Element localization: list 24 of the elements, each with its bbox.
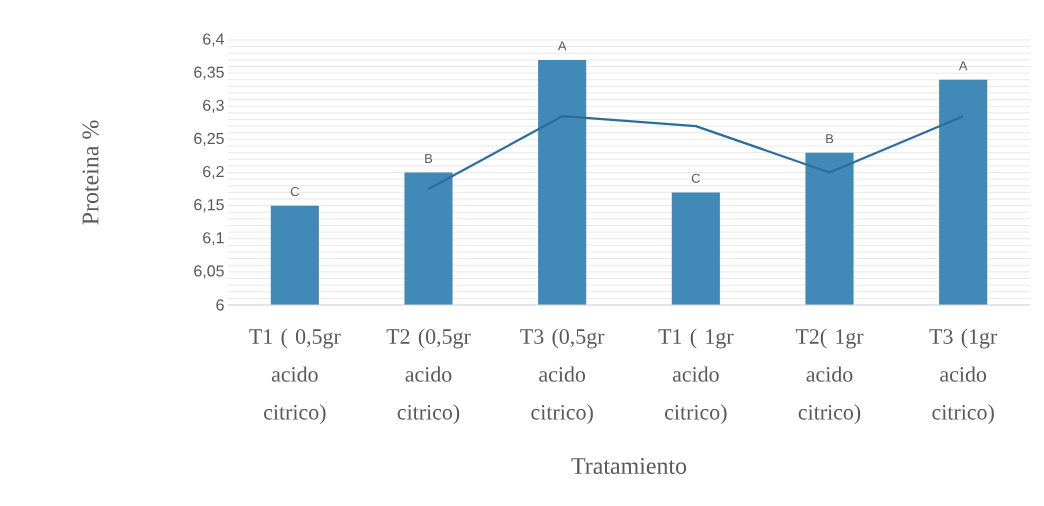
annotation: C: [691, 173, 701, 183]
y-tick-label: 6,35: [194, 66, 224, 80]
line-series: [427, 115, 965, 191]
y-tick-label: 6,15: [194, 199, 224, 213]
annotation: A: [557, 41, 567, 51]
x-tick-label: T1 ( 0,5gr acido citrico): [249, 328, 341, 425]
annotation: C: [290, 186, 300, 197]
y-tick-label: 6,1: [203, 232, 224, 246]
y-tick-label: 6,05: [194, 265, 224, 279]
x-tick-label: T2 (0,5gr acido citrico): [386, 328, 471, 425]
x-tick-label: T3 (0,5gr acido citrico): [520, 328, 605, 425]
x-tick-label: T3 (1gr acido citrico): [929, 328, 998, 425]
y-axis-title: Proteina %: [82, 120, 99, 225]
y-tick-label: 6,4: [203, 33, 225, 47]
x-axis-title: Tratamiento: [571, 457, 687, 475]
y-tick-label: 6,2: [203, 165, 224, 180]
annotation: B: [425, 154, 433, 163]
y-tick-label: 6: [216, 299, 224, 311]
y-tick-label: 6,3: [203, 99, 224, 113]
y-tick-label: 6,25: [194, 132, 224, 146]
annotation: A: [958, 61, 968, 71]
x-tick-label: T1 ( 1gr acido citrico): [658, 328, 734, 425]
annotation: B: [826, 134, 834, 144]
x-tick-label: T2( 1gr acido citrico): [795, 328, 864, 425]
